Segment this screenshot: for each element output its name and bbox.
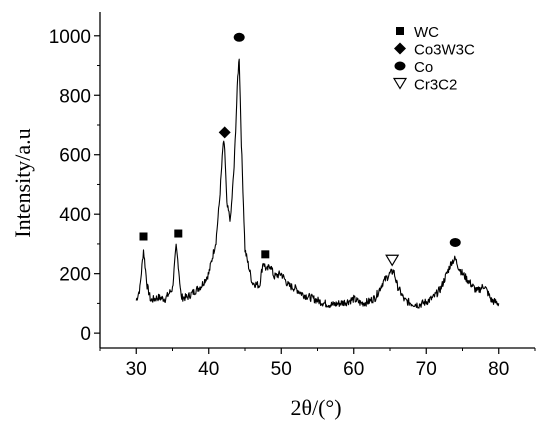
- peak-marker-circle: [449, 237, 461, 247]
- peak-marker-circle: [233, 32, 245, 42]
- legend-label: Cr3C2: [414, 77, 457, 94]
- y-axis-title: Intensity/a.u: [10, 128, 35, 237]
- legend-marker-triangle-down-open: [392, 77, 408, 90]
- x-tick-label: 40: [198, 359, 219, 380]
- y-tick-label: 200: [59, 265, 91, 286]
- y-tick-label: 800: [59, 86, 91, 107]
- y-tick-label: 0: [80, 324, 91, 345]
- series-layer: [135, 58, 500, 309]
- peak-marker-diamond: [218, 126, 231, 139]
- legend-marker-diamond: [394, 42, 406, 55]
- xrd-pattern-line: [135, 58, 500, 309]
- x-tick-label: 30: [126, 359, 147, 380]
- legend-marker-square: [396, 27, 404, 35]
- x-tick-label: 70: [416, 359, 437, 380]
- y-tick-label: 400: [59, 205, 91, 226]
- peak-marker-square: [139, 232, 148, 241]
- legend-marker-circle: [394, 61, 406, 71]
- peak-marker-square: [261, 250, 270, 259]
- peak-markers: [139, 32, 461, 267]
- legend-label: Co: [414, 59, 433, 76]
- peak-marker-triangle-down-open: [385, 254, 400, 267]
- x-axis-title: 2θ/(°): [290, 395, 341, 420]
- peak-marker-square: [174, 229, 183, 238]
- x-tick-label: 60: [343, 359, 364, 380]
- y-tick-label: 1000: [49, 27, 91, 48]
- y-tick-label: 600: [59, 146, 91, 167]
- legend-label: Co3W3C: [414, 42, 475, 59]
- x-tick-label: 80: [488, 359, 509, 380]
- legend-label: WC: [414, 24, 439, 41]
- x-tick-label: 50: [271, 359, 292, 380]
